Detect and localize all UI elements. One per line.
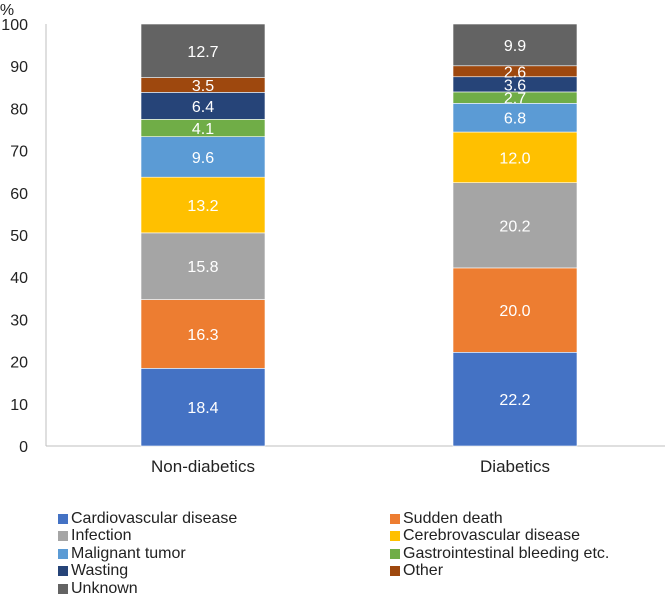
bar-segment	[452, 131, 578, 183]
legend-swatch	[58, 583, 68, 594]
data-label: 3.6	[504, 77, 526, 94]
bar-segment	[140, 368, 266, 447]
data-label: 16.3	[187, 327, 218, 344]
data-label: 2.6	[504, 64, 526, 81]
bar-segment	[452, 352, 578, 447]
data-label: 9.9	[504, 38, 526, 55]
y-tick-label: 30	[10, 312, 28, 329]
legend: Cardiovascular disease Sudden death Infect…	[58, 510, 658, 598]
legend-label: Other	[403, 562, 444, 580]
legend-item: Gastrointestinal bleeding etc.	[390, 545, 658, 563]
data-label: 6.8	[504, 111, 526, 128]
x-category-label: Non-diabetics	[151, 457, 255, 476]
y-tick-label: 90	[10, 59, 28, 76]
bar-segment	[140, 232, 266, 300]
data-label: 9.6	[192, 150, 214, 167]
data-label: 2.7	[504, 91, 526, 108]
y-tick-label: 50	[10, 228, 28, 245]
y-tick-label: 70	[10, 144, 28, 161]
legend-item: Other	[390, 562, 658, 581]
legend-swatch	[390, 548, 400, 559]
y-tick-label: 40	[10, 270, 28, 287]
legend-swatch	[58, 566, 68, 577]
legend-swatch	[58, 513, 68, 524]
y-tick-label: 10	[10, 397, 28, 414]
legend-label: Gastrointestinal bleeding etc.	[403, 544, 610, 562]
legend-label: Cerebrovascular disease	[403, 527, 580, 545]
legend-label: Unknown	[71, 579, 138, 597]
legend-item: Sudden death	[390, 510, 658, 528]
bar-segment	[140, 23, 266, 78]
data-label: 22.2	[499, 392, 530, 409]
legend-item: Infection	[58, 527, 390, 546]
legend-label: Cardiovascular disease	[71, 509, 238, 527]
y-tick-label: 0	[19, 439, 28, 456]
y-tick-label: 80	[10, 101, 28, 118]
y-tick-label: 60	[10, 186, 28, 203]
legend-label: Infection	[71, 527, 132, 545]
y-tick-label: 20	[10, 355, 28, 372]
y-axis-label: %	[0, 2, 14, 19]
data-label: 12.0	[499, 150, 530, 167]
data-label: 20.2	[499, 218, 530, 235]
y-tick-label: 100	[1, 17, 28, 34]
bar-segment	[452, 182, 578, 269]
legend-swatch	[390, 566, 400, 577]
data-label: 12.7	[187, 44, 218, 61]
data-label: 15.8	[187, 259, 218, 276]
legend-label: Sudden death	[403, 509, 503, 527]
bar-segment	[452, 103, 578, 133]
legend-item: Cerebrovascular disease	[390, 527, 658, 546]
x-category-label: Diabetics	[480, 457, 550, 476]
legend-swatch	[58, 548, 68, 559]
data-label: 6.4	[192, 99, 214, 116]
bar-segment	[140, 176, 266, 234]
legend-swatch	[58, 531, 68, 542]
legend-label: Wasting	[71, 562, 129, 580]
legend-item: Unknown	[58, 580, 390, 598]
data-label: 20.0	[499, 303, 530, 320]
stacked-bar-chart: 0 10 20 30 40 50 60 70 80 90 100% Non-diabetics Diab…	[0, 2, 665, 476]
legend-item: Wasting	[58, 562, 390, 581]
legend-item: Cardiovascular disease	[58, 510, 390, 528]
legend-label: Malignant tumor	[71, 544, 186, 562]
data-label: 3.5	[192, 78, 214, 95]
data-label: 13.2	[187, 198, 218, 215]
bar-segment	[452, 23, 578, 67]
data-label: 18.4	[187, 400, 218, 417]
bar-segment	[140, 136, 266, 178]
legend-swatch	[390, 531, 400, 542]
legend-swatch	[390, 513, 400, 524]
data-label: 4.1	[192, 121, 214, 138]
legend-item: Malignant tumor	[58, 545, 390, 563]
bar-segment	[452, 267, 578, 353]
